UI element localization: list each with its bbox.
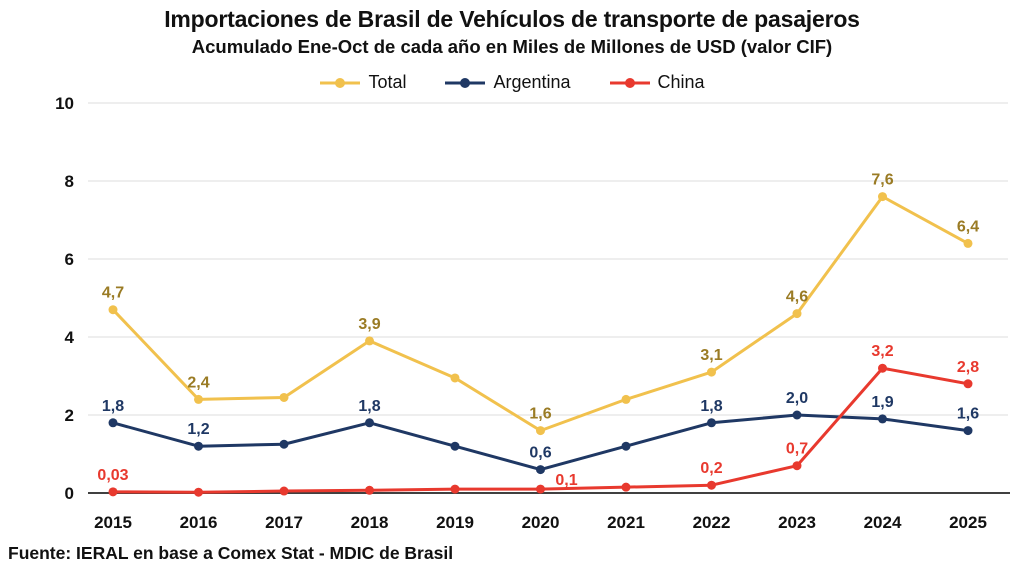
data-label-total-2018: 3,9 xyxy=(358,316,380,333)
x-tick-label: 2020 xyxy=(522,513,560,532)
data-label-total-2020: 1,6 xyxy=(529,406,551,423)
data-label-argentina-2023: 2,0 xyxy=(786,390,808,407)
data-label-china-2020: 0,1 xyxy=(555,472,577,489)
x-tick-label: 2019 xyxy=(436,513,474,532)
data-point-china-2018 xyxy=(365,485,374,495)
x-tick-label: 2018 xyxy=(351,513,389,532)
data-label-argentina-2016: 1,2 xyxy=(187,421,209,438)
data-point-argentina-2025 xyxy=(963,426,973,436)
data-point-total-2015 xyxy=(108,305,118,315)
data-point-argentina-2015 xyxy=(108,418,118,428)
data-label-argentina-2015: 1,8 xyxy=(102,398,124,415)
x-tick-label: 2015 xyxy=(94,513,132,532)
series-line-total xyxy=(111,195,970,433)
data-point-argentina-2020 xyxy=(536,465,545,475)
data-point-argentina-2017 xyxy=(279,439,289,449)
series-argentina: 1,8 1,2 1,8 0,6 1,8 2,0 1,9 1,6 xyxy=(102,390,979,475)
y-tick-label: 2 xyxy=(65,406,74,425)
data-point-total-2023 xyxy=(792,309,802,319)
data-label-total-2016: 2,4 xyxy=(187,374,209,391)
data-point-china-2019 xyxy=(450,484,460,494)
legend: Total Argentina China xyxy=(0,72,1024,93)
y-tick-label: 8 xyxy=(65,172,74,191)
data-point-argentina-2016 xyxy=(194,441,203,451)
data-label-argentina-2025: 1,6 xyxy=(957,406,979,423)
x-tick-label: 2016 xyxy=(180,513,218,532)
x-tick-label: 2022 xyxy=(693,513,731,532)
legend-marker-total-icon xyxy=(320,77,361,88)
legend-label-china: China xyxy=(657,72,705,92)
source-note: Fuente: IERAL en base a Comex Stat - MDI… xyxy=(8,543,454,563)
data-point-china-2023 xyxy=(792,461,802,471)
data-point-argentina-2023 xyxy=(792,410,802,420)
chart-subtitle: Acumulado Ene-Oct de cada año en Miles d… xyxy=(191,36,833,57)
data-point-china-2025 xyxy=(963,379,973,389)
data-point-china-2024 xyxy=(878,363,887,373)
data-point-total-2020 xyxy=(536,426,545,436)
data-label-total-2015: 4,7 xyxy=(102,285,124,302)
data-label-total-2025: 6,4 xyxy=(957,218,979,235)
data-point-argentina-2019 xyxy=(450,441,460,451)
data-label-argentina-2018: 1,8 xyxy=(358,398,380,415)
series-china: 0,03 0,1 0,2 0,7 3,2 2,8 xyxy=(97,343,979,497)
data-label-total-2024: 7,6 xyxy=(871,172,893,189)
y-tick-label: 0 xyxy=(65,484,74,503)
data-point-china-2022 xyxy=(707,480,716,490)
legend-item-total: Total xyxy=(319,72,406,93)
data-point-argentina-2024 xyxy=(878,414,887,424)
data-point-total-2017 xyxy=(279,392,289,402)
data-label-china-2023: 0,7 xyxy=(786,441,808,458)
data-point-argentina-2022 xyxy=(707,418,716,428)
x-tick-label: 2025 xyxy=(949,513,987,532)
data-point-total-2024 xyxy=(878,192,887,202)
data-label-china-2024: 3,2 xyxy=(871,343,893,360)
data-point-total-2018 xyxy=(365,336,374,346)
data-label-argentina-2020: 0,6 xyxy=(529,445,551,462)
data-point-china-2015 xyxy=(108,487,118,497)
legend-label-argentina: Argentina xyxy=(493,72,571,92)
data-point-total-2025 xyxy=(963,238,973,248)
chart-title: Importaciones de Brasil de Vehículos de … xyxy=(164,6,860,32)
legend-marker-china-icon xyxy=(609,77,650,88)
x-tick-label: 2023 xyxy=(778,513,816,532)
data-label-china-2022: 0,2 xyxy=(700,460,722,477)
x-tick-label: 2017 xyxy=(265,513,303,532)
x-tick-label: 2021 xyxy=(607,513,645,532)
legend-item-china: China xyxy=(609,72,705,93)
y-tick-label: 10 xyxy=(55,94,74,113)
data-point-china-2021 xyxy=(621,482,631,492)
data-point-total-2019 xyxy=(450,373,460,383)
data-point-china-2020 xyxy=(536,484,545,494)
data-label-total-2022: 3,1 xyxy=(700,347,722,364)
data-point-argentina-2018 xyxy=(365,418,374,428)
data-label-argentina-2024: 1,9 xyxy=(871,394,893,411)
series-total: 4,7 2,4 3,9 1,6 3,1 4,6 7,6 6,4 xyxy=(102,172,979,436)
data-point-total-2021 xyxy=(621,394,631,404)
legend-item-argentina: Argentina xyxy=(444,72,571,93)
y-tick-label: 6 xyxy=(65,250,74,269)
x-tick-label: 2024 xyxy=(864,513,902,532)
legend-label-total: Total xyxy=(368,72,407,92)
legend-marker-argentina-icon xyxy=(445,77,486,88)
data-point-china-2016 xyxy=(194,487,203,497)
y-tick-label: 4 xyxy=(65,328,75,347)
data-point-china-2017 xyxy=(279,486,289,496)
data-point-argentina-2021 xyxy=(621,441,631,451)
data-point-total-2016 xyxy=(194,394,203,404)
data-label-china-2015: 0,03 xyxy=(97,467,128,484)
data-label-china-2025: 2,8 xyxy=(957,359,979,376)
data-label-total-2023: 4,6 xyxy=(786,289,808,306)
data-label-argentina-2022: 1,8 xyxy=(700,398,722,415)
data-point-total-2022 xyxy=(707,367,716,377)
